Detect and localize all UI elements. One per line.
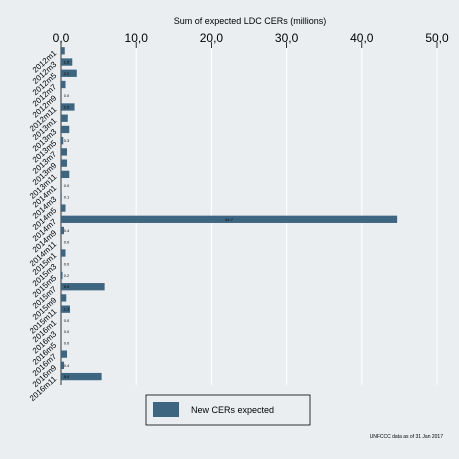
bar xyxy=(61,215,398,223)
bar xyxy=(61,226,65,235)
bar xyxy=(61,170,70,179)
bar-value-label: 0.3 xyxy=(64,138,70,143)
bar-value-label: 0.0 xyxy=(64,318,70,323)
bar-value-label: 0.0 xyxy=(64,262,70,267)
chart-title: Sum of expected LDC CERs (millions) xyxy=(174,16,327,26)
bar xyxy=(61,137,64,145)
x-tick-label: 30,0 xyxy=(275,31,299,45)
bar-value-labels: 1.5 2.2 0.0 2.0 0.3 0.0 0.1 44.7 0.4 0.0 0.0 0.2 5.9… xyxy=(64,60,234,380)
bar-value-label: 0.0 xyxy=(64,93,70,98)
tick-layer: 0,0 10,0 20,0 30,0 40,0 50,0 xyxy=(53,31,449,48)
x-tick-label: 20,0 xyxy=(200,31,224,45)
bar-value-label: 5.4 xyxy=(64,374,70,379)
bar xyxy=(61,350,68,358)
bar-value-label: 0.4 xyxy=(64,363,70,368)
bar-value-label: 0.0 xyxy=(64,340,70,345)
bar xyxy=(61,283,105,291)
bar-value-label: 2.0 xyxy=(64,104,70,109)
bar-value-label: 0.0 xyxy=(64,329,70,334)
bar xyxy=(61,204,66,212)
bar-value-label: 0.0 xyxy=(64,183,70,188)
x-tick-label: 40,0 xyxy=(350,31,374,45)
bar xyxy=(61,193,62,201)
bar-value-label: 0.2 xyxy=(64,273,70,278)
bar-value-label: 1.3 xyxy=(64,307,70,312)
bar xyxy=(61,103,75,111)
bar xyxy=(61,361,65,369)
bar-value-label: 44.7 xyxy=(225,217,234,222)
source-note: UNFCCC data as of 31 Jan 2017 xyxy=(370,434,444,440)
legend-label: New CERs expected xyxy=(191,405,274,415)
bar xyxy=(61,159,68,167)
bar xyxy=(61,114,68,122)
bar xyxy=(61,148,68,156)
bar-value-label: 0.4 xyxy=(64,228,70,233)
legend-swatch xyxy=(153,402,179,417)
bar-value-label: 5.9 xyxy=(64,284,70,289)
bar xyxy=(61,69,77,77)
bar xyxy=(61,58,73,66)
bar xyxy=(61,249,66,257)
bar xyxy=(61,294,67,302)
x-tick-label: 50,0 xyxy=(425,31,449,45)
bar xyxy=(61,271,63,280)
bar-value-label: 0.1 xyxy=(64,194,70,199)
bar-value-label: 0.0 xyxy=(64,239,70,244)
bar-value-label: 2.2 xyxy=(64,71,70,76)
bar xyxy=(61,125,70,134)
x-tick-label: 10,0 xyxy=(125,31,149,45)
bar-value-label: 1.5 xyxy=(64,60,70,65)
bar xyxy=(61,305,71,313)
bar xyxy=(61,372,102,381)
bar xyxy=(61,80,66,89)
bar xyxy=(61,47,65,55)
category-labels: 2012m12012m32012m52012m72012m92012m11201… xyxy=(28,48,59,403)
x-tick-label: 0,0 xyxy=(53,31,70,45)
bar-layer xyxy=(61,47,398,381)
